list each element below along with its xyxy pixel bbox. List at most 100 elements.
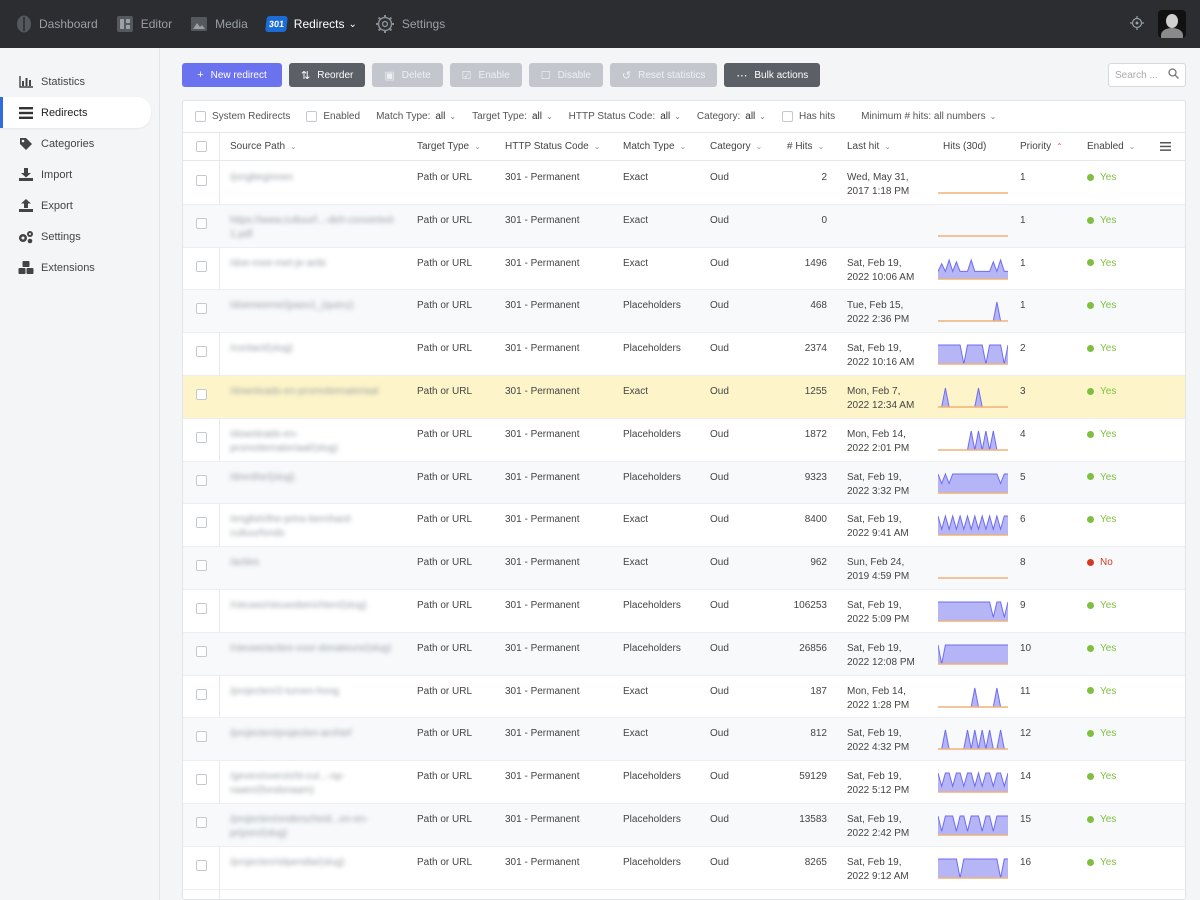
row-checkbox[interactable]: [196, 217, 207, 229]
nav-settings[interactable]: Settings: [375, 14, 445, 34]
filter-system-redirects[interactable]: System Redirects: [195, 111, 290, 122]
filter-minimum-hits[interactable]: Minimum # hits: all numbers ⌄: [861, 111, 997, 122]
nav-redirects[interactable]: 301 Redirects ⌄: [264, 16, 357, 32]
table-row[interactable]: /drenthe/(slug) Path or URL 301 - Permanen…: [183, 461, 1185, 505]
category: Oud: [710, 385, 729, 397]
last-hit: Sat, Feb 19, 2022 4:32 PM: [847, 727, 937, 755]
table-row[interactable]: /projecten/stipendia/(slug) Path or URL 30…: [183, 847, 1185, 890]
row-checkbox[interactable]: [196, 774, 207, 786]
priority: 8: [1020, 557, 1026, 569]
enable-button[interactable]: ☑ Enable: [449, 63, 522, 87]
filter-target-type[interactable]: Target Type: all ⌄: [472, 111, 553, 122]
category: Oud: [710, 214, 729, 226]
user-avatar[interactable]: [1158, 10, 1186, 38]
row-checkbox[interactable]: [196, 388, 207, 400]
table-row[interactable]: /projecten/onderscheid...en-en-prijzen/(…: [183, 803, 1185, 847]
search-input[interactable]: Search ...: [1108, 63, 1186, 87]
row-checkbox[interactable]: [196, 474, 207, 486]
bulk-actions-button[interactable]: ⋯ Bulk actions: [724, 63, 821, 87]
row-checkbox[interactable]: [196, 260, 207, 272]
reset-statistics-button[interactable]: ↺ Reset statistics: [609, 63, 718, 87]
table-row[interactable]: /contact/(slug) Path or URL 301 - Permanen…: [183, 333, 1185, 376]
hits-sparkline: [938, 192, 1008, 194]
table-row[interactable]: /acties Path or URL 301 - Permanent Exact Ou…: [183, 547, 1185, 590]
filter-enabled[interactable]: Enabled: [306, 111, 360, 122]
http-status: 301 - Permanent: [505, 557, 580, 569]
col-match-type[interactable]: Match Type ⌄: [623, 141, 687, 152]
http-status: 301 - Permanent: [505, 813, 580, 825]
sidebar-item-export[interactable]: Export: [0, 190, 151, 221]
delete-button[interactable]: ▣ Delete: [372, 63, 443, 87]
row-checkbox[interactable]: [196, 303, 207, 315]
checkbox[interactable]: [195, 111, 206, 122]
table-row[interactable]: /downloads-en-promotiemateriaal Path or U…: [183, 375, 1185, 419]
nav-media[interactable]: Media: [190, 16, 248, 32]
col-category[interactable]: Category ⌄: [710, 141, 763, 152]
last-hit-line: Tue, Feb 15,: [847, 300, 904, 312]
disable-button[interactable]: ☐ Disable: [528, 63, 603, 87]
table-row[interactable]: /projecten/2-turven-hoog Path or URL 301 -…: [183, 676, 1185, 719]
col-last-hit[interactable]: Last hit ⌄: [847, 141, 891, 152]
sidebar-item-statistics[interactable]: Statistics: [0, 66, 151, 97]
sidebar-item-import[interactable]: Import: [0, 159, 151, 190]
new-redirect-button[interactable]: + New redirect: [182, 63, 282, 87]
row-checkbox[interactable]: [196, 816, 207, 828]
last-hit-line: 2017 1:18 PM: [847, 186, 910, 197]
col-enabled[interactable]: Enabled ⌄: [1087, 141, 1136, 152]
row-checkbox[interactable]: [196, 731, 207, 743]
row-checkbox[interactable]: [196, 688, 207, 700]
sidebar-item-settings[interactable]: Settings: [0, 221, 151, 252]
sidebar-item-redirects[interactable]: Redirects: [0, 97, 151, 128]
col-target-type[interactable]: Target Type ⌄: [417, 141, 481, 152]
row-checkbox[interactable]: [196, 602, 207, 614]
priority: 9: [1020, 599, 1026, 611]
table-row[interactable]: https://www.cultuurf...-deh-converted-1.…: [183, 204, 1185, 248]
sidebar-item-label: Export: [41, 199, 73, 212]
checkbox[interactable]: [306, 111, 318, 122]
row-checkbox[interactable]: [196, 175, 207, 186]
filter-category[interactable]: Category: all ⌄: [696, 111, 766, 122]
table-row[interactable]: /projecten/projecten-archief Path or URL 3…: [183, 718, 1185, 762]
nav-redirects-label: Redirects: [293, 17, 345, 31]
col-hits[interactable]: # Hits ⌄: [787, 141, 825, 152]
reorder-button[interactable]: ⇅ Reorder: [289, 63, 366, 87]
sidebar-item-extensions[interactable]: Extensions: [0, 252, 151, 283]
undo-icon: ↺: [621, 69, 632, 82]
row-checkbox[interactable]: [196, 346, 207, 358]
match-type: Exact: [623, 172, 649, 183]
row-checkbox[interactable]: [196, 431, 207, 443]
sidebar-item-categories[interactable]: Categories: [0, 128, 151, 159]
col-http-status[interactable]: HTTP Status Code ⌄: [505, 141, 601, 152]
table-row[interactable]: /nieuws/nieuwsberichten/(slug) Path or UR…: [183, 590, 1185, 633]
filter-match-type[interactable]: Match Type: all ⌄: [376, 111, 457, 122]
column-settings-icon[interactable]: [1160, 133, 1171, 160]
table-row[interactable]: /downloads-en-promotiemateriaal/(slug) Pa…: [183, 419, 1185, 462]
col-priority[interactable]: Priority ⌃: [1020, 141, 1063, 152]
row-checkbox[interactable]: [196, 560, 207, 572]
nav-dashboard[interactable]: Dashboard: [16, 15, 98, 33]
last-hit-line: 2022 5:12 PM: [847, 785, 910, 797]
table-row[interactable]: /nieuws/acties-voor-donateurs/(slug) Path…: [183, 632, 1185, 676]
table-row[interactable]: /geven/overzicht-cul...-op-naam/(fondsna…: [183, 761, 1185, 804]
row-checkbox[interactable]: [196, 859, 207, 871]
http-status: 301 - Permanent: [505, 214, 580, 226]
priority: 15: [1020, 813, 1032, 825]
table-row[interactable]: /english/the-prins-bernhard-cultuurfonds…: [183, 504, 1185, 548]
enabled-status: Yes: [1087, 171, 1116, 185]
nav-editor[interactable]: Editor: [116, 15, 172, 33]
checkbox[interactable]: [781, 111, 793, 122]
table-row[interactable]: /doemeeme/(pazo1_(query) Path or URL 301 -…: [183, 290, 1185, 334]
select-all-checkbox[interactable]: [196, 133, 213, 160]
table-row[interactable]: /doe-mee-met-je-anbi Path or URL 301 - Per…: [183, 248, 1185, 291]
table-row[interactable]: /jongbeginnen Path or URL 301 - Permanent E…: [183, 162, 1185, 205]
filter-has-hits[interactable]: Has hits: [781, 111, 835, 122]
match-type: Exact: [623, 214, 649, 226]
locate-icon[interactable]: [1130, 15, 1144, 33]
sparkline-area: [938, 773, 1008, 793]
filter-http-status[interactable]: HTTP Status Code: all ⌄: [568, 111, 681, 122]
nav-dashboard-label: Dashboard: [39, 17, 98, 31]
row-checkbox[interactable]: [196, 517, 207, 529]
col-source-path[interactable]: Source Path ⌄: [230, 141, 297, 152]
row-checkbox[interactable]: [196, 645, 207, 657]
nav-editor-label: Editor: [140, 17, 173, 31]
